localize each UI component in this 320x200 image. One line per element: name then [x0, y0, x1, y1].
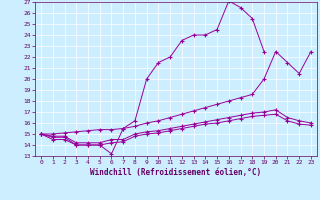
- X-axis label: Windchill (Refroidissement éolien,°C): Windchill (Refroidissement éolien,°C): [91, 168, 261, 177]
